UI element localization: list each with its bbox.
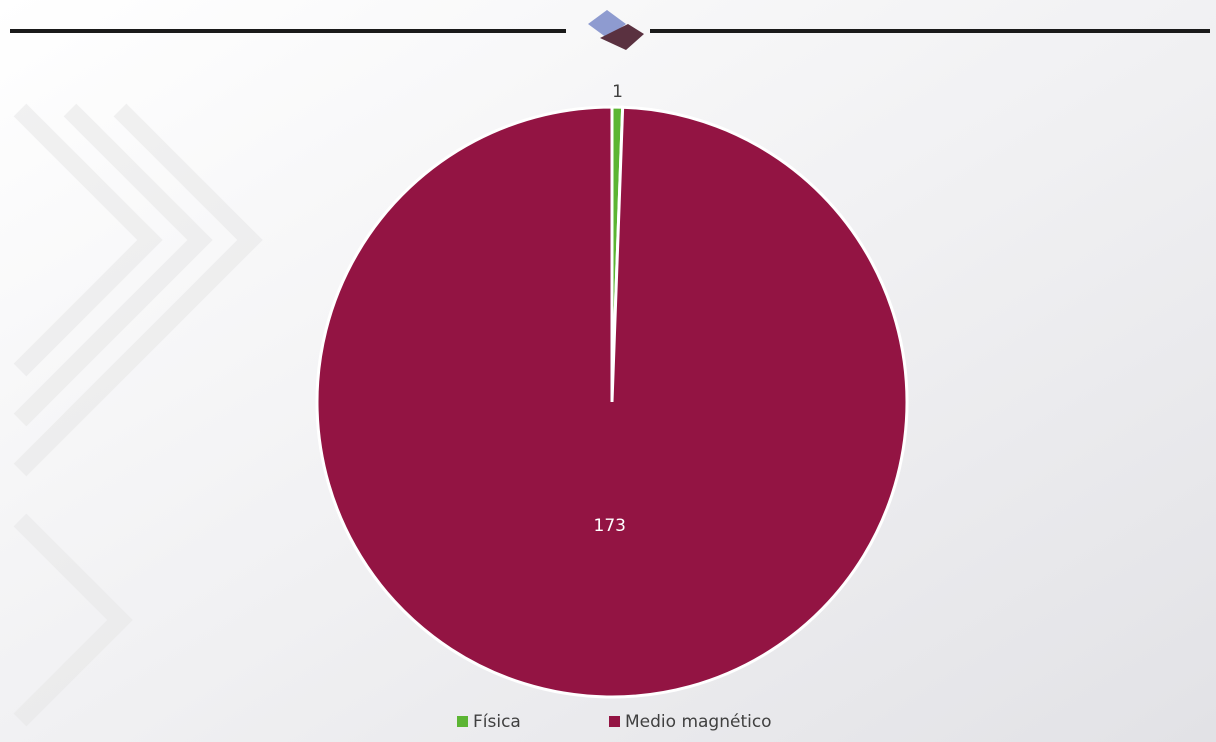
pie: 1 173 — [315, 82, 909, 699]
data-label: 1 — [612, 82, 623, 102]
decoration — [13, 103, 263, 727]
legend: Física Medio magnético — [457, 712, 772, 732]
legend-swatch — [457, 716, 468, 727]
data-label: 173 — [594, 516, 626, 536]
legend-label: Física — [473, 712, 521, 732]
legend-swatch — [609, 716, 620, 727]
legend-label: Medio magnético — [625, 712, 772, 732]
pie-slice — [315, 105, 909, 699]
header-icon — [600, 24, 644, 50]
